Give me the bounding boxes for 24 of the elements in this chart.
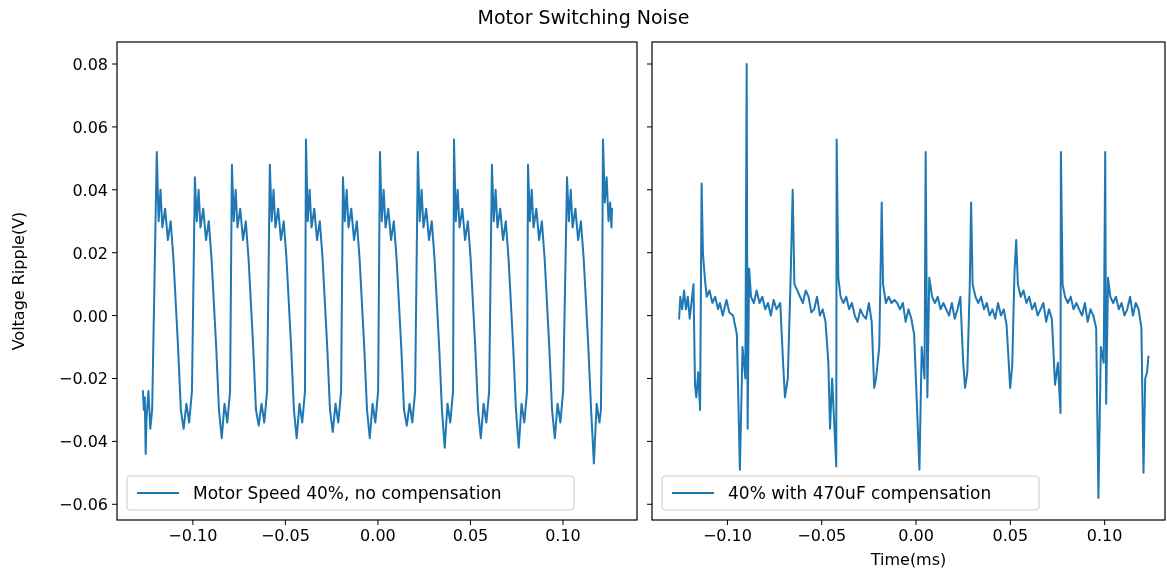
x-tick-label: −0.05	[797, 526, 847, 545]
chart-title: Motor Switching Noise	[477, 6, 690, 28]
x-axis-title: Time(ms)	[869, 550, 947, 569]
x-tick-label: 0.10	[545, 526, 581, 545]
y-tick-label: −0.04	[58, 432, 108, 452]
legend-label: 40% with 470uF compensation	[728, 483, 992, 503]
y-axis-title: Voltage Ripple(V)	[9, 211, 28, 351]
y-tick-label: 0.06	[72, 117, 108, 137]
y-tick-label: −0.06	[58, 495, 108, 515]
x-tick-label: 0.05	[452, 526, 489, 545]
y-tick-label: −0.02	[58, 369, 108, 389]
y-tick-label: 0.00	[72, 306, 108, 326]
x-tick-label: −0.10	[168, 526, 218, 545]
line-series	[141, 138, 614, 465]
x-tick-label: 0.00	[360, 526, 396, 545]
x-tick-label: −0.05	[260, 526, 310, 545]
legend-label: Motor Speed 40%, no compensation	[193, 483, 502, 503]
y-tick-label: 0.02	[72, 243, 108, 263]
x-tick-label: 0.00	[898, 526, 934, 545]
y-tick-label: 0.08	[72, 55, 108, 75]
x-tick-label: −0.10	[702, 526, 752, 545]
y-tick-label: 0.04	[72, 180, 108, 200]
x-tick-label: 0.05	[992, 526, 1029, 545]
x-tick-label: 0.10	[1086, 526, 1123, 545]
